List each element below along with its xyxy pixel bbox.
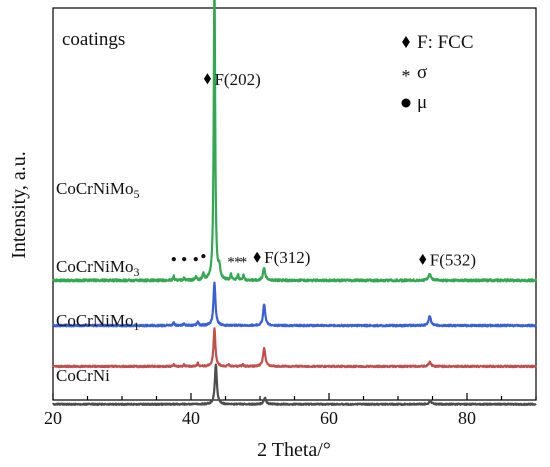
mu-phase-marker: • — [193, 249, 199, 269]
legend-label-1: σ — [417, 62, 427, 83]
sigma-phase-marker: * — [227, 255, 235, 271]
series-label-1: CoCrNiMo3 — [56, 257, 139, 279]
mu-phase-marker: • — [171, 249, 177, 269]
tick-layer: 20 40 60 80 — [44, 393, 537, 428]
legend: F: FCC * σμ — [401, 32, 474, 113]
dot-icon — [401, 98, 411, 108]
sigma-phase-marker: * — [240, 255, 248, 271]
peak-annotation-0: F(202) — [214, 70, 260, 89]
legend-label-2: μ — [417, 92, 427, 113]
series-line-1 — [51, 281, 537, 328]
x-tick-label: 40 — [182, 408, 200, 428]
sigma-phase-marker: * — [234, 255, 242, 271]
y-axis-label: Intensity, a.u. — [8, 151, 30, 259]
fcc-diamond-icon — [253, 251, 261, 263]
x-tick-label: 20 — [44, 408, 62, 428]
series-label-layer: CoCrNiMo5 CoCrNiMo3 CoCrNiMo1 CoCrNi — [56, 179, 139, 385]
series-layer — [51, 0, 538, 406]
series-label-0: CoCrNiMo5 — [56, 179, 139, 201]
panel-label: coatings — [62, 29, 125, 50]
x-tick-label: 80 — [458, 408, 476, 428]
peak-annotation-2: F(532) — [430, 250, 476, 269]
series-line-3 — [52, 363, 537, 406]
x-tick-label: 60 — [320, 408, 338, 428]
x-axis-label: 2 Theta/° — [257, 439, 331, 461]
legend-label-0: F: FCC — [417, 32, 474, 53]
series-line-2 — [52, 327, 537, 369]
mu-phase-marker: • — [181, 249, 187, 269]
fcc-diamond-icon — [203, 73, 212, 85]
series-label-3: CoCrNi — [56, 366, 110, 385]
annotation-layer: F(202)F(312) F(532)• • • • * ** — [171, 70, 476, 271]
series-line-0 — [51, 0, 538, 283]
series-label-2: CoCrNiMo1 — [56, 311, 139, 333]
diamond-icon — [402, 36, 410, 48]
asterisk-icon: * — [402, 66, 411, 86]
fcc-diamond-icon — [419, 253, 427, 265]
plot-frame — [52, 7, 537, 401]
peak-annotation-1: F(312) — [264, 248, 310, 267]
mu-phase-marker: • — [200, 246, 206, 266]
